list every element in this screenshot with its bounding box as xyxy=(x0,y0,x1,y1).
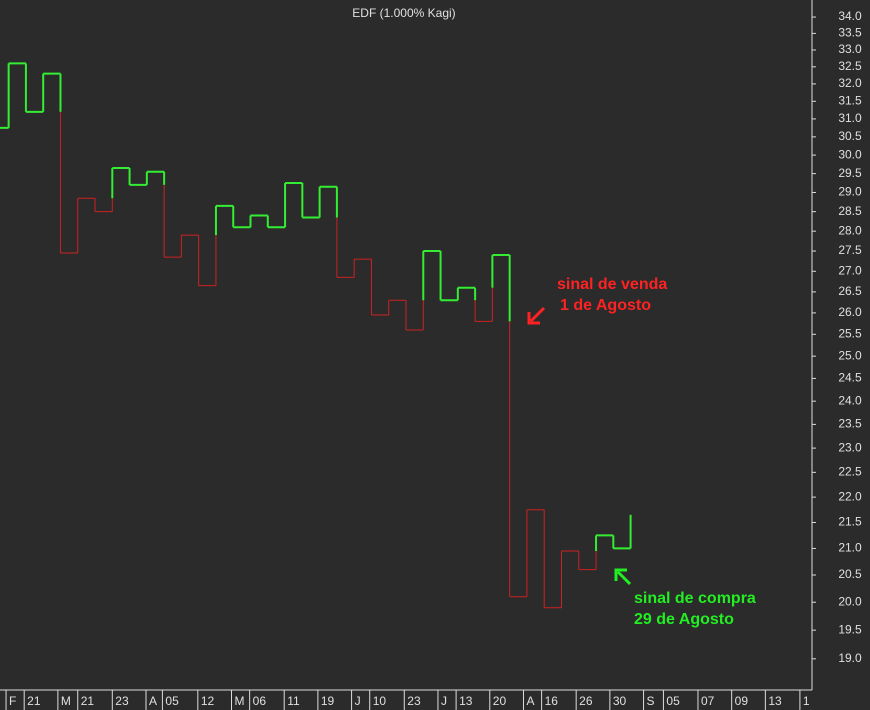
y-tick-label: 27.0 xyxy=(838,263,862,277)
y-tick-label: 19.0 xyxy=(838,651,862,665)
annotation: sinal de compra xyxy=(634,590,756,607)
x-tick-label: 09 xyxy=(735,694,749,708)
y-tick-label: 33.0 xyxy=(838,42,862,56)
x-tick-label: 1 xyxy=(803,694,810,708)
y-tick-label: 26.5 xyxy=(838,284,862,298)
y-tick-label: 20.0 xyxy=(838,594,862,608)
y-tick-label: 24.5 xyxy=(838,371,862,385)
y-tick-label: 28.0 xyxy=(838,223,862,237)
y-tick-label: 29.5 xyxy=(838,166,862,180)
x-tick-label: 12 xyxy=(201,694,215,708)
y-tick-label: 21.5 xyxy=(838,515,862,529)
y-tick-label: 32.0 xyxy=(838,76,862,90)
x-tick-label: 10 xyxy=(373,694,387,708)
x-tick-label: 06 xyxy=(253,694,267,708)
x-tick-label: 30 xyxy=(613,694,627,708)
y-tick-label: 31.0 xyxy=(838,111,862,125)
x-tick-label: A xyxy=(526,694,534,708)
y-tick-label: 20.5 xyxy=(838,567,862,581)
x-tick-label: 11 xyxy=(287,694,300,708)
y-tick-label: 30.5 xyxy=(838,129,862,143)
x-tick-label: J xyxy=(355,694,361,708)
x-tick-label: 13 xyxy=(768,694,782,708)
annotation: 1 de Agosto xyxy=(560,297,651,314)
y-tick-label: 27.5 xyxy=(838,243,862,257)
x-tick-label: 13 xyxy=(459,694,473,708)
y-tick-label: 19.5 xyxy=(838,622,862,636)
x-tick-label: 21 xyxy=(27,694,41,708)
y-tick-label: 32.5 xyxy=(838,59,862,73)
y-tick-label: 30.0 xyxy=(838,147,862,161)
y-tick-label: 31.5 xyxy=(838,93,862,107)
y-tick-label: 33.5 xyxy=(838,26,862,40)
x-tick-label: 16 xyxy=(545,694,559,708)
x-tick-label: M xyxy=(235,694,245,708)
x-tick-label: F xyxy=(9,694,16,708)
x-tick-label: 07 xyxy=(701,694,715,708)
y-tick-label: 22.5 xyxy=(838,465,862,479)
x-tick-label: 23 xyxy=(115,694,129,708)
y-tick-label: 21.0 xyxy=(838,541,862,555)
x-tick-label: S xyxy=(647,694,655,708)
x-tick-label: A xyxy=(149,694,157,708)
y-tick-label: 28.5 xyxy=(838,204,862,218)
x-tick-label: J xyxy=(441,694,447,708)
arrow xyxy=(527,306,546,325)
chart-title: EDF (1.000% Kagi) xyxy=(352,6,455,20)
y-tick-label: 26.0 xyxy=(838,305,862,319)
y-tick-label: 25.5 xyxy=(838,326,862,340)
y-tick-label: 29.0 xyxy=(838,185,862,199)
x-tick-label: 05 xyxy=(666,694,680,708)
y-tick-label: 34.0 xyxy=(838,9,862,23)
y-tick-label: 23.0 xyxy=(838,440,862,454)
y-tick-label: 24.0 xyxy=(838,393,862,407)
x-tick-label: 05 xyxy=(165,694,179,708)
y-tick-label: 25.0 xyxy=(838,348,862,362)
annotation: sinal de venda xyxy=(557,276,667,293)
x-tick-label: 23 xyxy=(407,694,421,708)
y-tick-label: 23.5 xyxy=(838,417,862,431)
x-tick-label: 20 xyxy=(493,694,507,708)
y-tick-label: 22.0 xyxy=(838,489,862,503)
x-tick-label: 26 xyxy=(579,694,593,708)
arrow xyxy=(614,568,632,586)
x-tick-label: M xyxy=(61,694,71,708)
annotation: 29 de Agosto xyxy=(634,611,734,628)
x-tick-label: 21 xyxy=(81,694,95,708)
x-tick-label: 19 xyxy=(321,694,335,708)
